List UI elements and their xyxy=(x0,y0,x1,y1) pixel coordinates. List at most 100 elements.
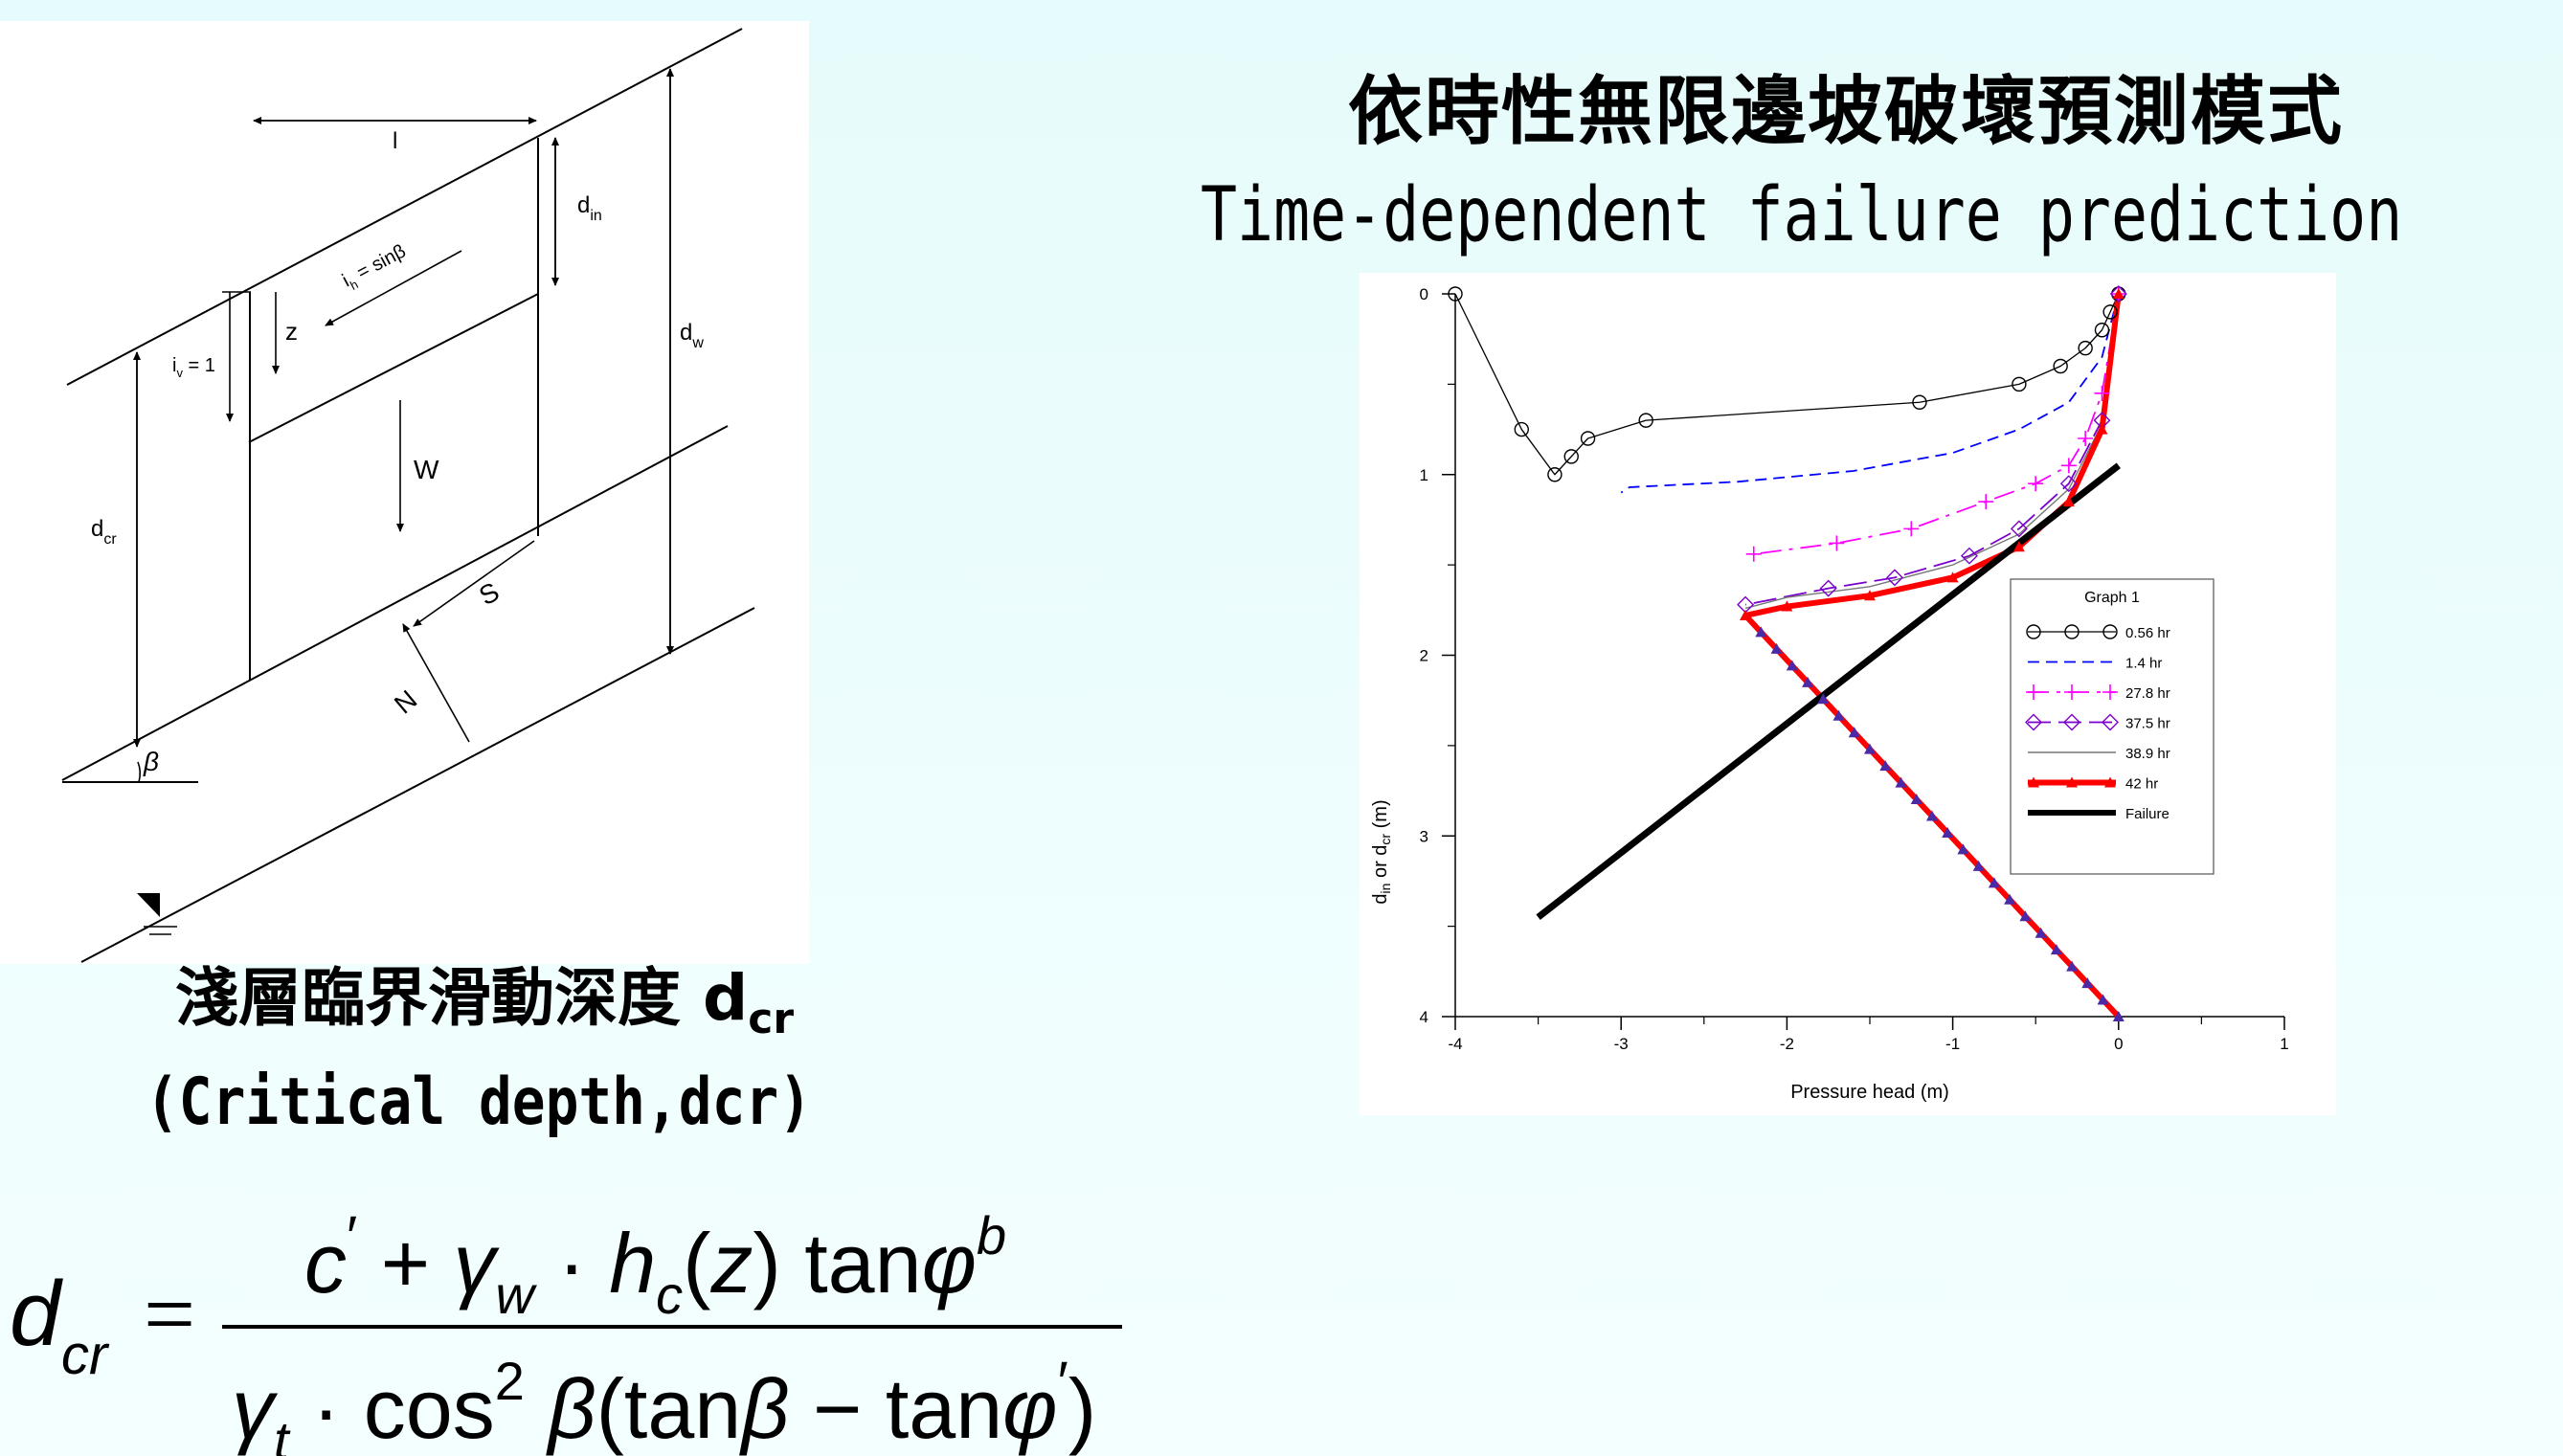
series-marker-37.5-hr xyxy=(2010,520,2028,538)
series-marker-wetting-front xyxy=(2035,927,2047,938)
svg-text:W: W xyxy=(414,455,439,484)
legend-label: 0.56 hr xyxy=(2125,625,2170,641)
series-marker-wetting-front xyxy=(1817,693,1830,705)
series-marker-27.8-hr xyxy=(2078,431,2094,446)
legend-marker xyxy=(2064,684,2080,700)
series-marker-wetting-front xyxy=(1972,860,1985,871)
x-tick-label: -3 xyxy=(1614,1035,1629,1053)
series-marker-wetting-front xyxy=(1848,727,1860,738)
series-marker-wetting-front xyxy=(2097,994,2109,1005)
svg-text:din: din xyxy=(577,192,602,224)
series-marker-0.56-hr xyxy=(2012,376,2027,392)
legend-marker xyxy=(2104,776,2116,788)
series-marker-wetting-front xyxy=(1895,776,1907,788)
svg-text:dw: dw xyxy=(680,320,704,351)
series-marker-42-hr xyxy=(1781,600,1793,612)
series-marker-wetting-front xyxy=(2019,910,2032,922)
series-marker-0.56-hr xyxy=(1638,413,1653,428)
svg-text:z: z xyxy=(285,317,298,346)
series-marker-wetting-front xyxy=(1988,877,2000,888)
series-marker-37.5-hr xyxy=(1960,547,1978,565)
svg-text:β: β xyxy=(143,747,159,776)
critical-depth-title: 淺層臨界滑動深度 dcr xyxy=(175,961,795,1044)
series-marker-27.8-hr xyxy=(2094,385,2110,401)
series-marker-37.5-hr xyxy=(2059,475,2078,493)
series-marker-wetting-front xyxy=(1786,660,1798,671)
series-marker-37.5-hr xyxy=(1885,569,1903,587)
legend-title: Graph 1 xyxy=(2084,590,2140,606)
legend-marker xyxy=(2025,713,2042,731)
series-marker-27.8-hr xyxy=(1903,521,1920,537)
x-tick-label: -1 xyxy=(1945,1035,1960,1053)
series-marker-wetting-front xyxy=(2112,1011,2125,1021)
series-marker-42-hr xyxy=(2062,496,2075,507)
series-line-1.4-hr xyxy=(1620,293,2120,494)
series-marker-42-hr xyxy=(1864,590,1876,601)
series-marker-wetting-front xyxy=(2050,944,2062,955)
series-marker-wetting-front xyxy=(2004,893,2016,905)
legend-marker xyxy=(2028,776,2039,788)
legend-label: 42 hr xyxy=(2125,776,2158,793)
series-line-37.5-hr xyxy=(1744,293,2120,606)
series-marker-42-hr xyxy=(1740,609,1752,620)
y-tick-label: 3 xyxy=(1420,827,1428,845)
legend-label: 37.5 hr xyxy=(2125,716,2170,732)
legend-marker xyxy=(2102,684,2118,700)
series-marker-37.5-hr xyxy=(1819,579,1837,597)
prediction-title-en: Time-dependent failure prediction xyxy=(1201,172,2403,258)
svg-text:d: d xyxy=(10,1263,63,1365)
series-line-0.56-hr xyxy=(1454,293,2120,476)
series-marker-wetting-front xyxy=(2066,960,2079,972)
svg-text:iv = 1: iv = 1 xyxy=(172,355,215,380)
series-marker-0.56-hr xyxy=(1514,421,1529,437)
x-tick-label: -2 xyxy=(1780,1035,1794,1053)
series-marker-wetting-front xyxy=(1755,626,1767,638)
slope-diagram: l din dw dcr iv = 1 ih = sinβ z W S N β xyxy=(61,28,755,963)
pressure-head-chart: -4 -3 -2 -1 0 1 0 1 2 3 4 Pressure head (m) din or… xyxy=(1370,285,2289,1103)
water-table-line xyxy=(80,607,755,963)
x-tick-label: 0 xyxy=(2114,1035,2123,1053)
series-line-27.8-hr xyxy=(1753,293,2120,555)
series-marker-wetting-front xyxy=(1802,676,1814,687)
series-marker-42-hr xyxy=(2112,288,2125,299)
series-marker-0.56-hr xyxy=(1563,449,1579,464)
svg-text:dcr: dcr xyxy=(91,516,117,548)
series-marker-0.56-hr xyxy=(2053,358,2068,374)
legend-marker xyxy=(2064,624,2080,639)
series-marker-37.5-hr xyxy=(2109,285,2127,302)
series-line-42-hr xyxy=(1744,293,2122,618)
y-axis-label: din or dcr (m) xyxy=(1370,799,1393,904)
series-line-38.9-hr xyxy=(1744,293,2120,610)
legend-marker xyxy=(2102,713,2119,731)
series-marker-27.8-hr xyxy=(2060,458,2077,474)
slip-surface-line xyxy=(61,425,729,781)
legend-box xyxy=(2010,578,2215,875)
y-tick-label: 0 xyxy=(1420,285,1428,303)
series-marker-wetting-front xyxy=(1879,760,1892,772)
formula-denominator: γt · cos2 β(tanβ − tanφ′) xyxy=(232,1350,1096,1456)
series-marker-wetting-front xyxy=(1925,810,1938,821)
series-marker-0.56-hr xyxy=(2102,304,2118,320)
series-marker-42-hr xyxy=(1946,571,1959,583)
series-marker-0.56-hr xyxy=(1448,286,1463,302)
svg-text:S: S xyxy=(474,576,504,611)
series-marker-wetting-front xyxy=(1770,642,1783,654)
series-marker-0.56-hr xyxy=(1912,394,1927,410)
prediction-title-cn: 依時性無限邊坡破壞預測模式 xyxy=(1348,69,2345,155)
series-marker-27.8-hr xyxy=(1745,546,1762,562)
svg-text:ih = sinβ: ih = sinβ xyxy=(339,240,411,295)
chart-legend: Graph 1 0.56 hr 1.4 hr 27.8 hr 37.5 hr 38.9 h… xyxy=(2010,578,2215,875)
series-marker-0.56-hr xyxy=(1580,431,1596,446)
legend-label: 38.9 hr xyxy=(2125,746,2170,762)
water-table-icon xyxy=(137,893,160,917)
legend-label: Failure xyxy=(2125,806,2170,822)
series-marker-wetting-front xyxy=(1832,709,1845,721)
y-tick-label: 1 xyxy=(1420,466,1428,484)
svg-text:=: = xyxy=(144,1263,195,1365)
x-tick-label: 1 xyxy=(2280,1035,2288,1053)
series-line-Failure xyxy=(1536,462,2121,920)
x-axis-label: Pressure head (m) xyxy=(1790,1082,1949,1103)
legend-label: 27.8 hr xyxy=(2125,685,2170,702)
series-marker-27.8-hr xyxy=(2028,476,2044,492)
slope-diagram-panel xyxy=(0,21,809,964)
